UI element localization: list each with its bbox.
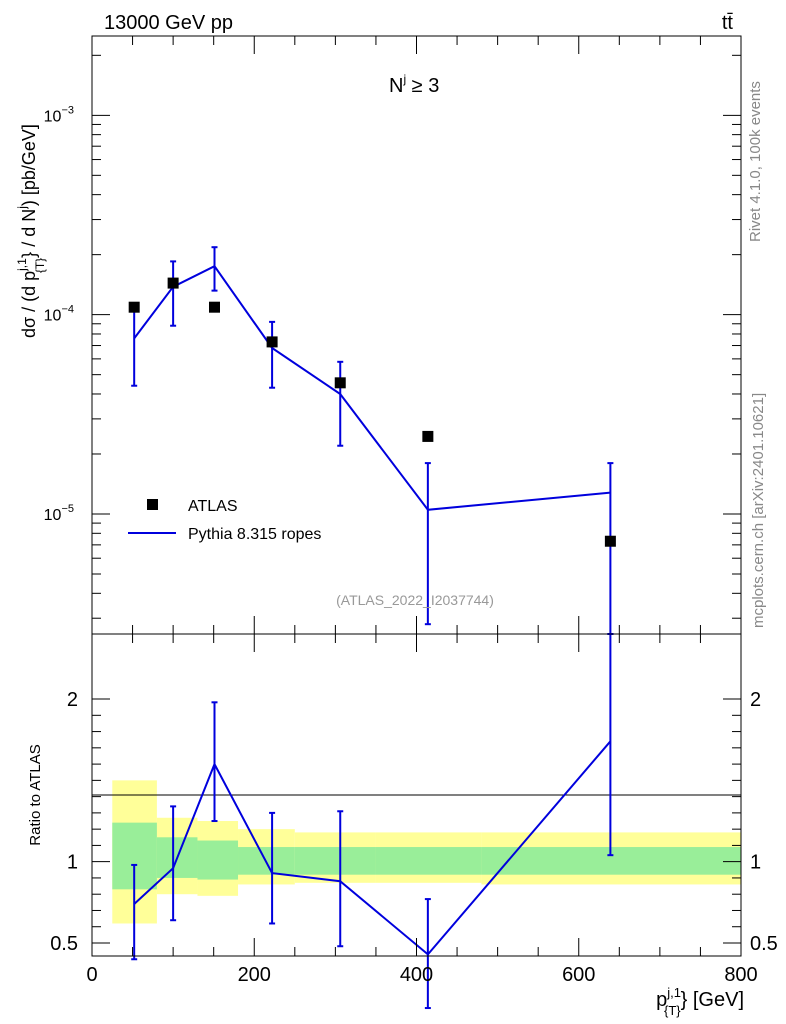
ratio-y-tick-label-left: 2 <box>67 689 78 711</box>
ratio-uncertainty-band-inner <box>294 847 376 875</box>
ratio-uncertainty-band-inner <box>197 840 239 880</box>
ratio-bands-layer <box>112 780 741 924</box>
main-y-axis-label: dσ / (d pj,1 {T}} / d Nj) [pb/GeV] <box>15 124 47 338</box>
legend: ATLAS Pythia 8.315 ropes <box>128 498 321 543</box>
main-panel: 10−5 10−4 10−3 Nj ≥ 3 (ATLAS_2022_I2037744… <box>15 35 742 635</box>
process-label: tt̄ <box>722 12 734 34</box>
ratio-frame <box>91 633 742 957</box>
atlas-data-point <box>422 430 434 442</box>
atlas-data-point <box>208 301 220 313</box>
main-y-tick-label: 10−5 <box>44 503 74 524</box>
main-y-tick-label: 10−4 <box>44 304 74 325</box>
atlas-data-point <box>604 535 616 547</box>
x-tick-label: 200 <box>238 964 271 986</box>
ratio-y-tick-label-left: 1 <box>67 852 78 874</box>
ratio-panel: 0.5 0.5 1 1 2 2 0 200 400 600 800 Ratio to ATLAS p… <box>27 633 778 1018</box>
x-tick-label: 0 <box>86 964 97 986</box>
ratio-axes-layer: 0.5 0.5 1 1 2 2 0 200 400 600 800 <box>50 634 778 986</box>
ratio-y-axis-label: Ratio to ATLAS <box>27 744 44 845</box>
atlas-data-point <box>128 301 140 313</box>
analysis-watermark: (ATLAS_2022_I2037744) <box>336 592 494 608</box>
main-y-tick-label: 10−3 <box>44 104 74 125</box>
x-tick-label: 600 <box>562 964 595 986</box>
x-tick-label: 400 <box>400 964 433 986</box>
x-tick-label: 800 <box>724 964 757 986</box>
atlas-data-point <box>167 277 179 289</box>
ratio-y-tick-label-left: 0.5 <box>50 933 78 955</box>
pythia-line <box>133 264 611 511</box>
ratio-uncertainty-band-inner <box>375 847 482 875</box>
legend-atlas-label: ATLAS <box>188 498 238 515</box>
main-frame <box>91 35 742 635</box>
jet-multiplicity-annotation: Nj ≥ 3 <box>389 72 439 97</box>
atlas-data-point <box>266 336 278 348</box>
ratio-y-tick-label-right: 1 <box>750 852 761 874</box>
x-axis-label: pj,1 {T}} [GeV] <box>656 985 744 1018</box>
legend-pythia-label: Pythia 8.315 ropes <box>188 526 321 543</box>
rivet-version-label: Rivet 4.1.0, 100k events <box>747 81 764 242</box>
ratio-series-layer <box>131 633 614 1010</box>
main-series-layer <box>128 246 616 635</box>
ratio-y-tick-label-right: 0.5 <box>750 933 778 955</box>
ratio-y-tick-label-right: 2 <box>750 689 761 711</box>
source-label: mcplots.cern.ch [arXiv:2401.10621] <box>750 393 767 628</box>
main-axes-layer: 10−5 10−4 10−3 <box>44 36 742 634</box>
legend-atlas-marker <box>147 499 158 510</box>
atlas-data-point <box>334 377 346 389</box>
beam-label: 13000 GeV pp <box>104 12 233 34</box>
ratio-line <box>133 740 612 956</box>
